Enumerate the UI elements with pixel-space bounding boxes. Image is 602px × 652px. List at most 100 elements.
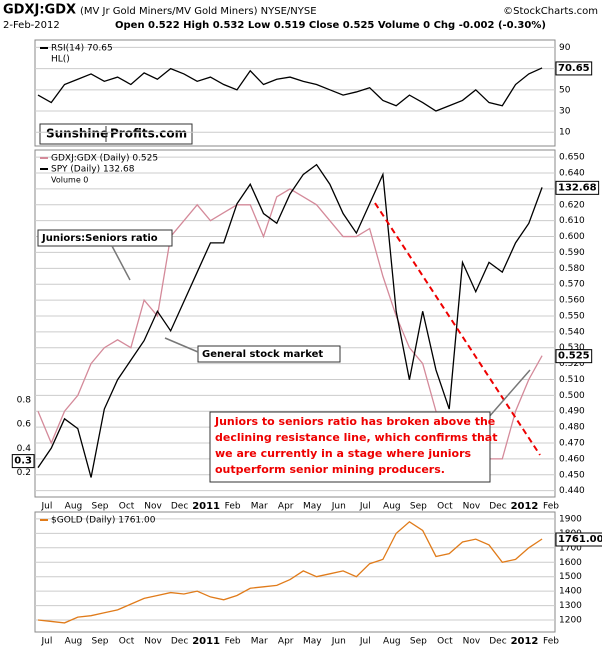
quote: Open 0.522 High 0.532 Low 0.519 Close 0.… — [115, 20, 546, 31]
annotation-line: we are currently in a stage where junior… — [215, 447, 472, 460]
y-tick-label: 0.530 — [559, 343, 585, 353]
y-tick-label: 0.540 — [559, 327, 585, 337]
x-tick-label: Dec — [171, 637, 188, 647]
x-tick-label: Sep — [92, 637, 109, 647]
series-line — [37, 521, 543, 624]
y-tick-label: 0.580 — [559, 264, 585, 274]
x-tick-label: Oct — [119, 502, 135, 512]
x-tick-label: Jul — [359, 637, 371, 647]
value-box — [555, 180, 600, 195]
y-tick-label: 1300 — [559, 601, 582, 611]
value-box-label: 0.525 — [558, 351, 590, 362]
y-tick-label: 0.500 — [559, 391, 585, 401]
value-box-label: 70.65 — [558, 63, 590, 74]
x-tick-label: 2012 — [511, 501, 539, 512]
y-tick-label: 0.440 — [559, 486, 585, 496]
value-box — [11, 454, 35, 469]
x-tick-label: Dec — [489, 502, 506, 512]
y-tick-label: 1600 — [559, 558, 582, 568]
x-tick-label: 2011 — [192, 636, 220, 647]
description: (MV Jr Gold Miners/MV Gold Miners) NYSE/… — [80, 6, 317, 17]
x-tick-label: May — [303, 637, 322, 647]
x-tick-label: Dec — [489, 637, 506, 647]
x-tick-label: Oct — [437, 502, 453, 512]
date: 2-Feb-2012 — [3, 20, 60, 31]
annotation-box — [37, 229, 173, 247]
arrow — [111, 245, 131, 281]
y-tick-label: 0.600 — [559, 232, 585, 242]
annotation-line: outperform senior mining producers. — [215, 463, 445, 476]
y-tick-label: 1400 — [559, 587, 582, 597]
legend-label: RSI(14) 70.65 — [51, 44, 113, 54]
x-tick-label: Sep — [92, 502, 109, 512]
y-tick-label: 0.560 — [559, 296, 585, 306]
x-tick-label: 2012 — [511, 636, 539, 647]
x-tick-label: Mar — [251, 637, 268, 647]
y-tick-label: 1700 — [559, 543, 582, 553]
y-tick-label: 0.640 — [559, 169, 585, 179]
annotation: General stock market — [202, 349, 323, 360]
y-tick-label: 0.510 — [559, 375, 585, 385]
x-tick-label: Nov — [144, 502, 162, 512]
y-tick-label: 50 — [559, 85, 571, 95]
y-tick-label: 0.610 — [559, 216, 585, 226]
x-tick-label: Feb — [225, 637, 241, 647]
x-tick-label: Feb — [225, 502, 241, 512]
x-tick-label: May — [303, 502, 322, 512]
x-tick-label: Sep — [410, 502, 427, 512]
value-box-label: 0.3 — [14, 456, 32, 467]
x-tick-label: Jul — [41, 502, 53, 512]
y-tick-label: 1900 — [559, 514, 582, 524]
x-tick-label: Aug — [383, 502, 401, 512]
logo-first: Sunshine — [46, 127, 108, 141]
x-tick-label: Apr — [278, 502, 294, 512]
x-tick-label: Feb — [543, 637, 559, 647]
symbol: GDXJ:GDX — [3, 3, 76, 18]
x-tick-label: Nov — [463, 502, 481, 512]
annotation-box — [209, 411, 491, 483]
y-tick-label: 0.570 — [559, 280, 585, 290]
logo-box — [39, 123, 193, 145]
y-tick-label: 1500 — [559, 572, 582, 582]
x-tick-label: Aug — [65, 502, 83, 512]
y-tick-label: 10 — [559, 128, 571, 138]
resistance-line — [374, 202, 541, 456]
x-tick-label: Nov — [463, 637, 481, 647]
y-tick-label: 90 — [559, 43, 571, 53]
volume-tick-label: 0.4 — [17, 444, 32, 454]
arrow — [164, 337, 199, 353]
legend-label: SPY (Daily) 132.68 — [51, 165, 135, 175]
value-box-label: 132.68 — [558, 182, 597, 193]
y-tick-label: 0.490 — [559, 407, 585, 417]
arrow — [487, 369, 531, 419]
gold-panel — [34, 511, 556, 633]
value-box — [555, 349, 593, 364]
x-tick-label: Feb — [543, 502, 559, 512]
value-box-label: 1761.00 — [558, 534, 602, 545]
x-tick-label: 2011 — [192, 501, 220, 512]
x-tick-label: Dec — [171, 502, 188, 512]
series-line — [37, 67, 543, 112]
y-tick-label: 0.550 — [559, 311, 585, 321]
y-tick-label: 0.650 — [559, 153, 585, 163]
volume-tick-label: 0.2 — [17, 468, 31, 478]
volume-tick-label: 0.8 — [17, 395, 32, 405]
x-tick-label: Mar — [251, 502, 268, 512]
x-tick-label: Sep — [410, 637, 427, 647]
x-tick-label: Jul — [359, 502, 371, 512]
x-tick-label: Oct — [119, 637, 135, 647]
y-tick-label: 30 — [559, 107, 571, 117]
logo-second: Profits.com — [110, 127, 187, 141]
annotation-box — [197, 345, 341, 363]
x-tick-label: Nov — [144, 637, 162, 647]
y-tick-label: 0.590 — [559, 248, 585, 258]
legend-label: HL() — [51, 55, 70, 65]
x-tick-label: Oct — [437, 637, 453, 647]
x-tick-label: Aug — [65, 637, 83, 647]
legend-label: GDXJ:GDX (Daily) 0.525 — [51, 154, 158, 164]
y-tick-label: 0.480 — [559, 423, 585, 433]
x-tick-label: Apr — [278, 637, 294, 647]
series-line — [37, 163, 543, 478]
y-tick-label: 0.470 — [559, 439, 585, 449]
